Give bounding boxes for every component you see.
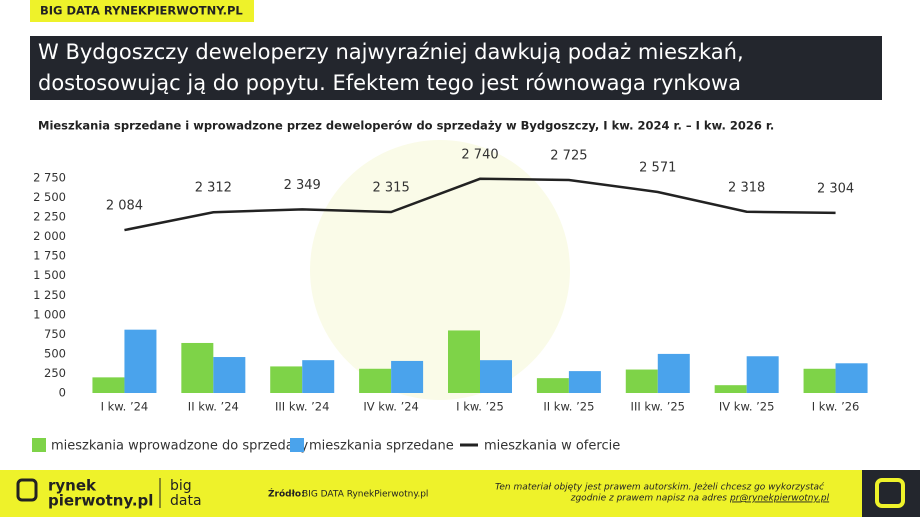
bar [480, 360, 512, 393]
value-label: 2 725 [550, 148, 587, 163]
bar [124, 329, 157, 393]
bar [213, 357, 246, 393]
bar [746, 356, 779, 393]
value-label: 2 315 [373, 181, 410, 196]
x-tick-label: III kw. ’25 [631, 400, 685, 414]
logo-text: data [170, 493, 202, 509]
bar [657, 353, 690, 393]
y-tick-label: 2 750 [33, 171, 66, 185]
bar [536, 378, 569, 393]
logo-text: pierwotny.pl [48, 492, 153, 510]
corner-logo [862, 470, 920, 517]
bar [835, 363, 868, 393]
bar [803, 368, 836, 393]
chart: 0 250 500 750 1 000 1 250 1 500 1 750 2 000 2 250… [32, 147, 868, 454]
watermark [310, 140, 570, 400]
footer-bg [0, 470, 920, 517]
y-tick-label: 750 [44, 327, 66, 341]
bar [625, 369, 658, 393]
legend-key [32, 438, 46, 452]
y-tick-label: 1 500 [33, 268, 66, 282]
bar [448, 330, 480, 393]
legend-key [290, 438, 304, 452]
title-line: W Bydgoszczy deweloperzy najwyraźniej da… [38, 40, 744, 64]
x-tick-label: I kw. ’25 [456, 400, 504, 414]
bar [270, 366, 303, 393]
title-line: dostosowując ją do popytu. Efektem tego … [38, 71, 741, 95]
x-tick-label: II kw. ’25 [543, 400, 594, 414]
corner-logo-icon [875, 478, 905, 508]
bar [302, 360, 335, 393]
bar [391, 360, 424, 393]
x-tick-label: III kw. ’24 [275, 400, 329, 414]
value-label: 2 084 [106, 199, 143, 214]
value-label: 2 304 [817, 181, 854, 196]
line [124, 177, 836, 232]
y-tick-label: 1 750 [33, 249, 66, 263]
legend-label: mieszkania w ofercie [484, 439, 620, 454]
tag: BIG DATA RYNEKPIERWOTNY.PL [40, 4, 243, 18]
source: BIG DATA RynekPierwotny.pl [302, 490, 428, 500]
chart-title: Mieszkania sprzedane i wprowadzone przez… [38, 119, 774, 133]
y-tick-label: 0 [59, 386, 66, 400]
y-tick-label: 2 250 [33, 210, 66, 224]
bar [92, 377, 125, 393]
legend-label: mieszkania wprowadzone do sprzedaży [51, 439, 309, 454]
y-tick-label: 500 [44, 346, 66, 360]
value-label: 2 312 [195, 181, 232, 196]
value-label: 2 571 [639, 160, 676, 175]
x-tick-label: II kw. ’24 [188, 400, 239, 414]
y-tick-label: 2 000 [33, 229, 66, 243]
bar [181, 342, 214, 393]
notice: zgodnie z prawem napisz na adres [570, 494, 728, 504]
notice: Ten materiał objęty jest prawem autorski… [495, 482, 825, 493]
x-tick-label: I kw. ’24 [101, 400, 149, 414]
bar [359, 368, 392, 393]
logo-text: rynek [48, 477, 97, 495]
x-tick-label: IV kw. ’25 [719, 400, 775, 414]
email[interactable]: pr@rynekpierwotny.pl [729, 494, 830, 504]
bar [714, 385, 747, 393]
y-tick-label: 1 250 [33, 288, 66, 302]
value-label: 2 740 [461, 147, 498, 162]
bar [568, 371, 601, 393]
title-bg [30, 36, 882, 100]
value-label: 2 349 [284, 178, 321, 193]
source-label: Źródło: [268, 488, 305, 500]
tag-bg [30, 0, 254, 22]
y-tick-label: 2 500 [33, 190, 66, 204]
logo-icon [16, 478, 38, 502]
value-label: 2 318 [728, 180, 765, 195]
x-tick-label: I kw. ’26 [812, 400, 860, 414]
legend-label: mieszkania sprzedane [309, 439, 454, 454]
logo-text: big [170, 478, 192, 494]
x-tick-label: IV kw. ’24 [363, 400, 419, 414]
y-tick-label: 1 000 [33, 307, 66, 321]
y-tick-label: 250 [44, 366, 66, 380]
